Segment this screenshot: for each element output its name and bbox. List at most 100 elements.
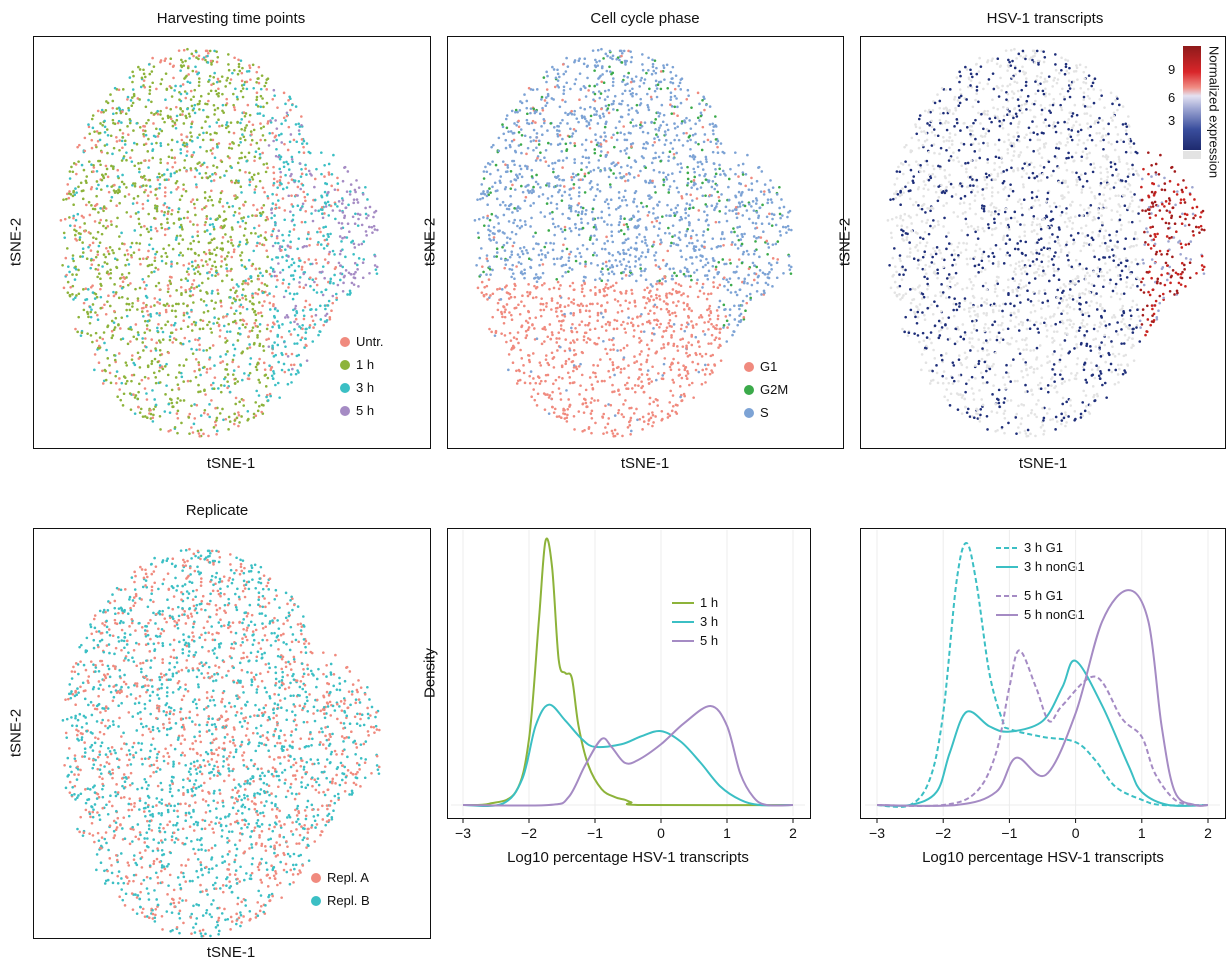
point [142,72,146,76]
point [296,185,300,189]
point [204,260,208,263]
point [123,242,126,246]
point [192,287,196,290]
point [244,126,247,130]
point [238,207,241,210]
point [186,210,190,214]
point [117,296,121,300]
point [150,362,154,366]
point [292,213,295,217]
point [186,379,190,383]
point [179,399,182,402]
point [210,331,214,334]
point [234,179,238,182]
point [239,137,242,140]
point [110,319,114,323]
point [163,410,167,413]
point [173,171,176,175]
point [274,154,278,158]
point [91,207,95,211]
point [302,317,306,321]
point [356,212,360,216]
point [357,186,361,189]
point [85,175,89,178]
point [227,428,230,431]
point [300,265,304,269]
point [217,317,220,321]
point [233,312,236,316]
point [357,257,361,260]
point [155,312,159,315]
point [340,202,344,205]
x-tick-label: −2 [935,825,952,841]
point [289,373,293,376]
point [212,237,216,241]
point [143,331,147,334]
point [218,124,221,128]
point [138,125,142,129]
point [194,167,197,170]
point [170,309,174,313]
point [189,379,192,383]
point [242,111,246,114]
point [148,85,152,89]
point [256,409,260,413]
point [139,225,143,229]
point [320,151,323,154]
point [109,381,113,385]
point [189,98,193,101]
point [203,191,207,194]
point [109,220,113,223]
point [210,238,214,242]
point [191,235,194,239]
point [112,290,115,294]
point [345,190,349,193]
point [109,268,112,272]
point [229,306,233,310]
point [224,85,227,88]
point [274,203,278,206]
point [164,262,168,265]
point [308,324,312,327]
point [149,237,153,240]
point [276,381,280,385]
point [69,285,72,289]
point [205,165,209,169]
point [217,387,220,390]
point [72,162,76,165]
point [303,346,306,349]
point [292,138,296,142]
point [118,107,122,111]
point [266,217,270,221]
point [86,332,89,335]
point [238,298,241,302]
point [213,260,217,264]
point [230,255,234,259]
point [233,412,236,416]
point [248,183,251,187]
point [323,258,327,261]
point [259,94,263,98]
point [138,286,142,290]
point [293,328,296,331]
point [82,308,86,312]
point [237,62,241,66]
point [151,156,155,160]
point [238,69,242,73]
point [341,265,345,269]
point [142,301,145,305]
point [199,145,202,149]
point [166,161,169,165]
point [99,277,102,281]
point [165,302,169,306]
point [164,323,167,327]
point [71,284,75,288]
point [153,204,157,207]
point [254,324,258,328]
legend-swatch [744,384,754,395]
point [178,198,182,202]
point [199,373,202,377]
legend-item: Untr. [340,334,383,349]
point [197,80,201,84]
point [205,303,208,307]
